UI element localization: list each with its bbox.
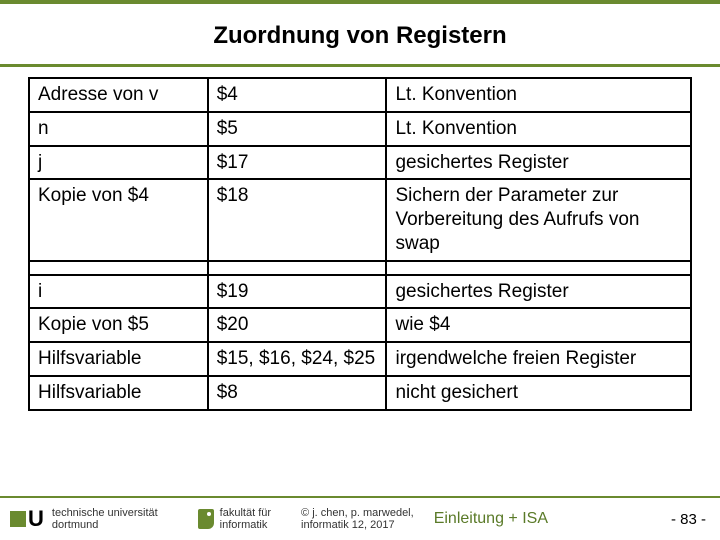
table-row: n $5 Lt. Konvention (29, 112, 691, 146)
cell-note: Sichern der Parameter zur Vorbereitung d… (386, 179, 691, 260)
footer-section: Einleitung + ISA (434, 510, 548, 528)
cell-reg: $4 (208, 78, 387, 112)
footer-university: technische universität dortmund (52, 507, 158, 531)
cell-note: Lt. Konvention (386, 78, 691, 112)
footer: U technische universität dortmund fakult… (0, 496, 720, 540)
footer-page-number: - 83 - (671, 511, 706, 528)
cell-var: Kopie von $4 (29, 179, 208, 260)
cell-var: Adresse von v (29, 78, 208, 112)
cell-reg: $20 (208, 308, 387, 342)
table-row: Hilfsvariable $8 nicht gesichert (29, 376, 691, 410)
cell-reg: $5 (208, 112, 387, 146)
tu-logo-icon: U (10, 511, 44, 527)
cell-reg: $15, $16, $24, $25 (208, 342, 387, 376)
cell-reg: $17 (208, 146, 387, 180)
cell-note: nicht gesichert (386, 376, 691, 410)
cell-var: j (29, 146, 208, 180)
register-table: Adresse von v $4 Lt. Konvention n $5 Lt.… (28, 77, 692, 411)
cell-var: Hilfsvariable (29, 342, 208, 376)
cell-var: i (29, 275, 208, 309)
footer-credit: © j. chen, p. marwedel, informatik 12, 2… (301, 507, 414, 531)
cell-note: gesichertes Register (386, 275, 691, 309)
cell-note: gesichertes Register (386, 146, 691, 180)
cell-var: Kopie von $5 (29, 308, 208, 342)
cell-note: irgendwelche freien Register (386, 342, 691, 376)
table-row: Hilfsvariable $15, $16, $24, $25 irgendw… (29, 342, 691, 376)
table-row: i $19 gesichertes Register (29, 275, 691, 309)
cell-var: n (29, 112, 208, 146)
content-area: Adresse von v $4 Lt. Konvention n $5 Lt.… (0, 67, 720, 411)
cell-note: wie $4 (386, 308, 691, 342)
table-row: Kopie von $4 $18 Sichern der Parameter z… (29, 179, 691, 260)
slide-title: Zuordnung von Registern (0, 4, 720, 64)
cell-reg: $8 (208, 376, 387, 410)
fi-logo-icon (198, 509, 214, 529)
table-gap-row (29, 261, 691, 275)
table-row: Adresse von v $4 Lt. Konvention (29, 78, 691, 112)
footer-faculty: fakultät für informatik (220, 507, 271, 531)
cell-reg: $18 (208, 179, 387, 260)
cell-var: Hilfsvariable (29, 376, 208, 410)
cell-reg: $19 (208, 275, 387, 309)
cell-note: Lt. Konvention (386, 112, 691, 146)
table-row: Kopie von $5 $20 wie $4 (29, 308, 691, 342)
table-row: j $17 gesichertes Register (29, 146, 691, 180)
